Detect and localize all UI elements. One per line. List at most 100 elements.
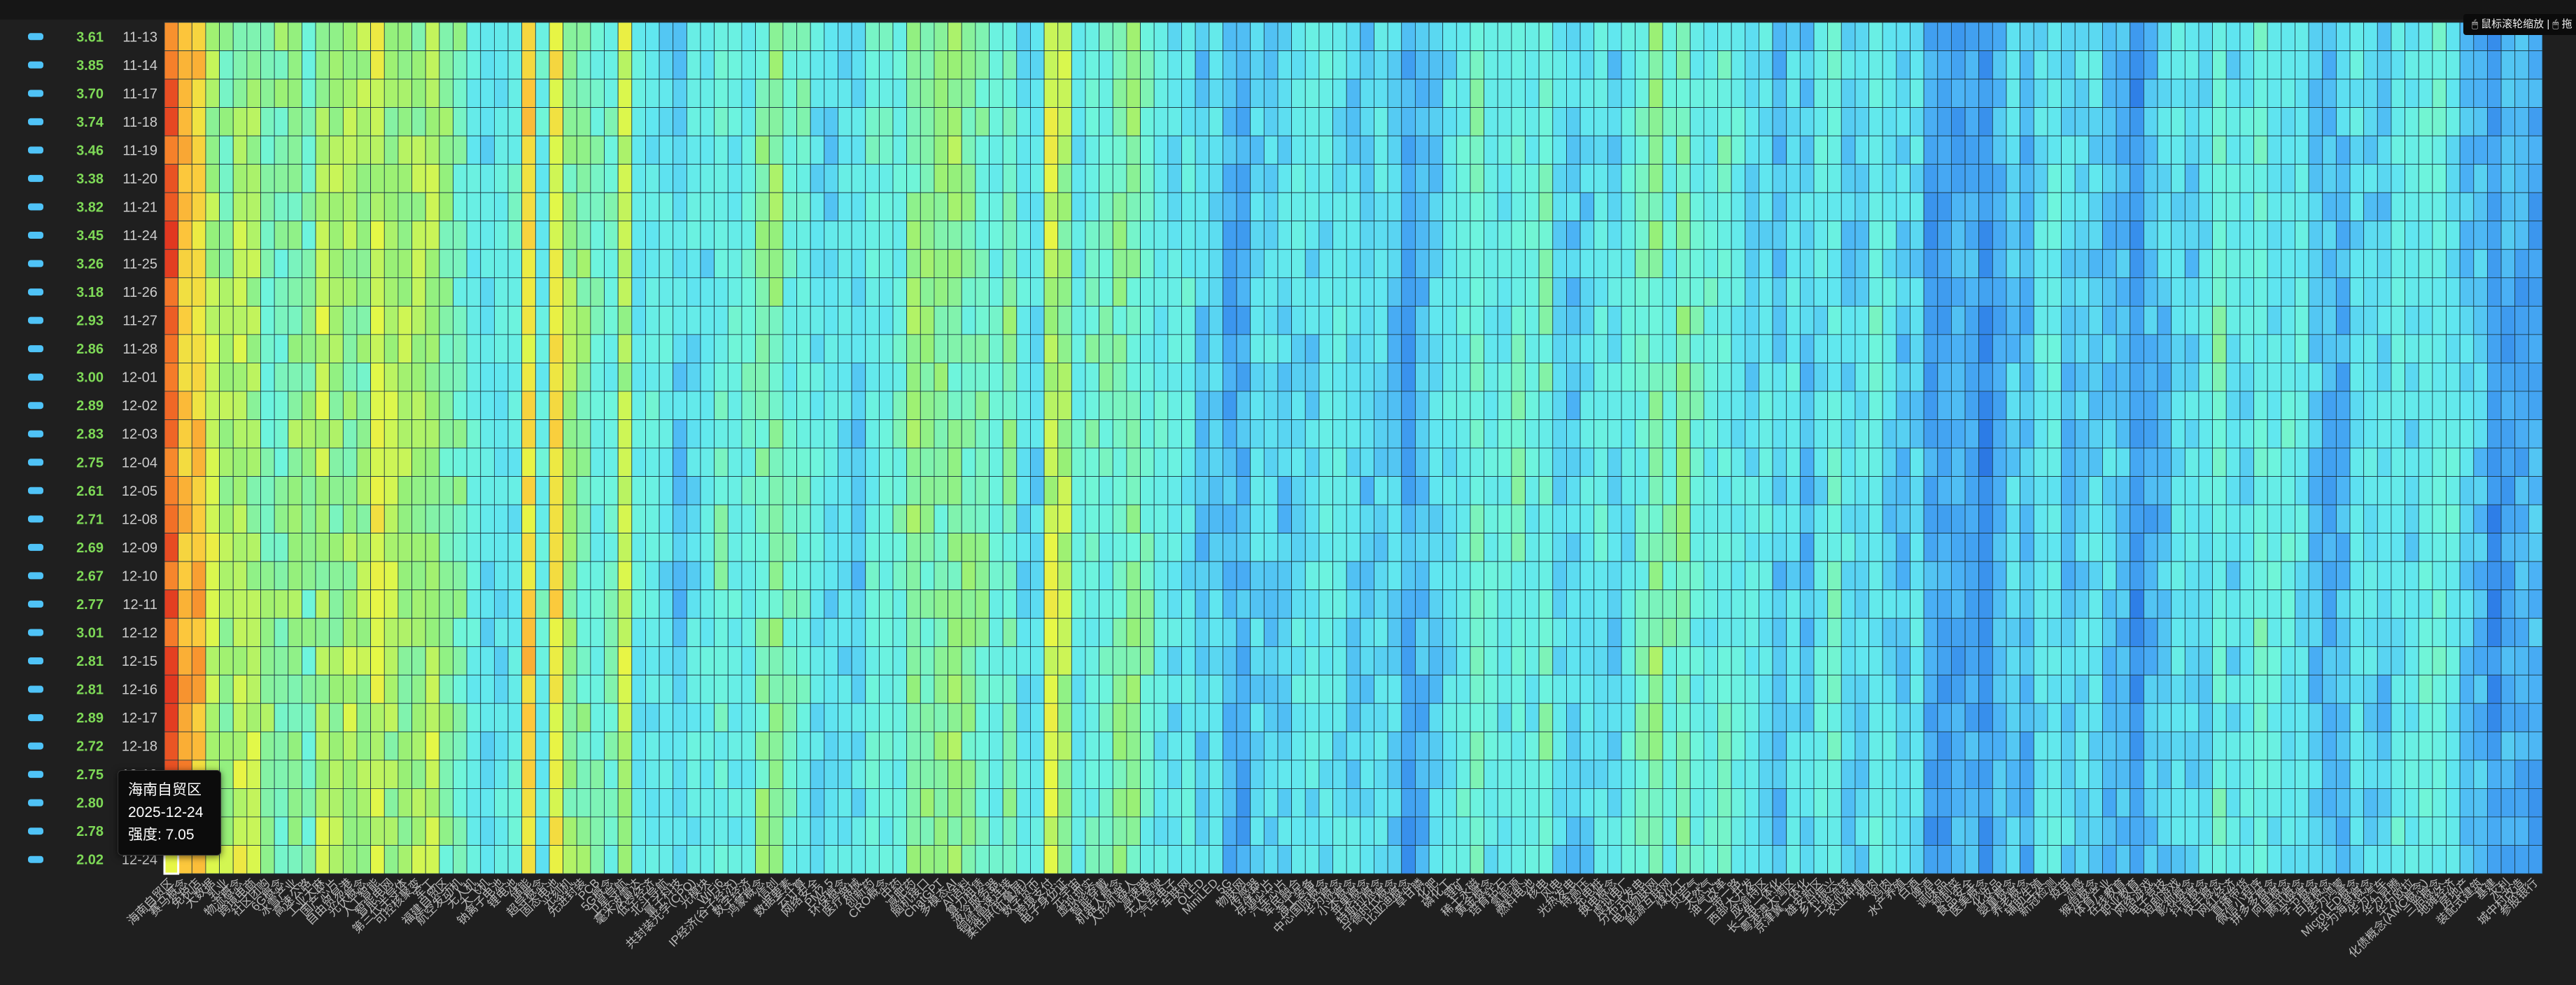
heatmap-cell[interactable] bbox=[2225, 277, 2241, 307]
heatmap-cell[interactable] bbox=[2528, 476, 2543, 505]
heatmap-cell[interactable] bbox=[563, 50, 577, 80]
heatmap-cell[interactable] bbox=[2432, 504, 2447, 533]
heatmap-cell[interactable] bbox=[315, 363, 330, 392]
heatmap-cell[interactable] bbox=[1882, 788, 1897, 818]
heatmap-cell[interactable] bbox=[1428, 788, 1444, 818]
heatmap-cell[interactable] bbox=[191, 589, 206, 619]
heatmap-cell[interactable] bbox=[1978, 674, 1993, 704]
heatmap-cell[interactable] bbox=[2047, 533, 2062, 562]
heatmap-cell[interactable] bbox=[1387, 305, 1402, 335]
heatmap-cell[interactable] bbox=[480, 363, 495, 392]
heatmap-cell[interactable] bbox=[920, 816, 935, 846]
heatmap-cell[interactable] bbox=[1511, 816, 1526, 846]
heatmap-cell[interactable] bbox=[838, 249, 852, 279]
heatmap-cell[interactable] bbox=[191, 164, 206, 193]
heatmap-cell[interactable] bbox=[453, 589, 467, 619]
heatmap-cell[interactable] bbox=[219, 78, 234, 108]
heatmap-cell[interactable] bbox=[1374, 391, 1388, 420]
heatmap-cell[interactable] bbox=[1112, 22, 1127, 51]
heatmap-cell[interactable] bbox=[1140, 504, 1155, 533]
heatmap-cell[interactable] bbox=[370, 107, 385, 137]
heatmap-cell[interactable] bbox=[2006, 249, 2021, 279]
heatmap-cell[interactable] bbox=[1085, 135, 1100, 165]
heatmap-cell[interactable] bbox=[2281, 135, 2295, 165]
heatmap-cell[interactable] bbox=[2157, 192, 2172, 222]
heatmap-cell[interactable] bbox=[1923, 816, 1938, 846]
heatmap-cell[interactable] bbox=[1401, 504, 1416, 533]
heatmap-cell[interactable] bbox=[1525, 788, 1540, 818]
heatmap-cell[interactable] bbox=[1772, 164, 1787, 193]
heatmap-cell[interactable] bbox=[274, 107, 289, 137]
heatmap-cell[interactable] bbox=[521, 305, 536, 335]
heatmap-cell[interactable] bbox=[673, 363, 687, 392]
heatmap-cell[interactable] bbox=[741, 135, 756, 165]
heatmap-cell[interactable] bbox=[1538, 447, 1554, 477]
heatmap-cell[interactable] bbox=[1484, 50, 1498, 80]
heatmap-cell[interactable] bbox=[1731, 504, 1746, 533]
heatmap-cell[interactable] bbox=[1085, 476, 1100, 505]
heatmap-cell[interactable] bbox=[1456, 589, 1471, 619]
heatmap-cell[interactable] bbox=[1263, 674, 1279, 704]
heatmap-cell[interactable] bbox=[219, 192, 234, 222]
heatmap-cell[interactable] bbox=[1813, 731, 1829, 761]
heatmap-cell[interactable] bbox=[2377, 391, 2392, 420]
heatmap-cell[interactable] bbox=[205, 50, 220, 80]
heatmap-cell[interactable] bbox=[535, 646, 550, 676]
heatmap-cell[interactable] bbox=[453, 391, 467, 420]
heatmap-cell[interactable] bbox=[1937, 50, 1952, 80]
heatmap-cell[interactable] bbox=[1140, 22, 1155, 51]
heatmap-cell[interactable] bbox=[1538, 561, 1554, 591]
heatmap-cell[interactable] bbox=[466, 50, 481, 80]
heatmap-cell[interactable] bbox=[178, 419, 192, 449]
heatmap-cell[interactable] bbox=[1937, 277, 1952, 307]
heatmap-cell[interactable] bbox=[1195, 107, 1210, 137]
heatmap-cell[interactable] bbox=[1854, 674, 1869, 704]
heatmap-cell[interactable] bbox=[1374, 674, 1388, 704]
heatmap-cell[interactable] bbox=[1428, 674, 1444, 704]
heatmap-cell[interactable] bbox=[480, 135, 495, 165]
heatmap-cell[interactable] bbox=[1250, 533, 1265, 562]
heatmap-cell[interactable] bbox=[2157, 674, 2172, 704]
heatmap-cell[interactable] bbox=[2391, 646, 2405, 676]
heatmap-cell[interactable] bbox=[521, 674, 536, 704]
heatmap-cell[interactable] bbox=[2020, 107, 2034, 137]
heatmap-cell[interactable] bbox=[2363, 50, 2378, 80]
heatmap-cell[interactable] bbox=[1304, 447, 1320, 477]
heatmap-cell[interactable] bbox=[2308, 674, 2323, 704]
heatmap-cell[interactable] bbox=[1209, 816, 1223, 846]
heatmap-cell[interactable] bbox=[1374, 305, 1388, 335]
heatmap-cell[interactable] bbox=[1745, 334, 1759, 363]
heatmap-cell[interactable] bbox=[356, 192, 372, 222]
heatmap-cell[interactable] bbox=[563, 419, 577, 449]
heatmap-cell[interactable] bbox=[549, 561, 564, 591]
heatmap-cell[interactable] bbox=[1662, 305, 1677, 335]
heatmap-cell[interactable] bbox=[1896, 22, 1910, 51]
heatmap-cell[interactable] bbox=[2006, 731, 2021, 761]
heatmap-cell[interactable] bbox=[1854, 617, 1869, 648]
heatmap-cell[interactable] bbox=[1126, 533, 1141, 562]
heatmap-cell[interactable] bbox=[1140, 788, 1155, 818]
heatmap-cell[interactable] bbox=[2487, 617, 2502, 648]
heatmap-cell[interactable] bbox=[1030, 78, 1045, 108]
heatmap-cell[interactable] bbox=[2088, 788, 2103, 818]
heatmap-cell[interactable] bbox=[851, 164, 866, 193]
heatmap-cell[interactable] bbox=[2405, 617, 2419, 648]
heatmap-cell[interactable] bbox=[865, 617, 880, 648]
heatmap-cell[interactable] bbox=[2212, 249, 2227, 279]
heatmap-cell[interactable] bbox=[1428, 731, 1444, 761]
heatmap-cell[interactable] bbox=[1484, 617, 1498, 648]
heatmap-cell[interactable] bbox=[2528, 504, 2543, 533]
heatmap-cell[interactable] bbox=[2281, 674, 2295, 704]
heatmap-cell[interactable] bbox=[1318, 419, 1333, 449]
heatmap-cell[interactable] bbox=[631, 164, 646, 193]
heatmap-cell[interactable] bbox=[1882, 589, 1897, 619]
heatmap-cell[interactable] bbox=[1992, 788, 2007, 818]
heatmap-cell[interactable] bbox=[1360, 192, 1374, 222]
heatmap-cell[interactable] bbox=[1002, 816, 1018, 846]
heatmap-cell[interactable] bbox=[1360, 419, 1374, 449]
heatmap-cell[interactable] bbox=[1414, 617, 1430, 648]
heatmap-cell[interactable] bbox=[631, 334, 646, 363]
heatmap-cell[interactable] bbox=[1772, 816, 1787, 846]
heatmap-cell[interactable] bbox=[1621, 419, 1636, 449]
heatmap-cell[interactable] bbox=[727, 617, 742, 648]
